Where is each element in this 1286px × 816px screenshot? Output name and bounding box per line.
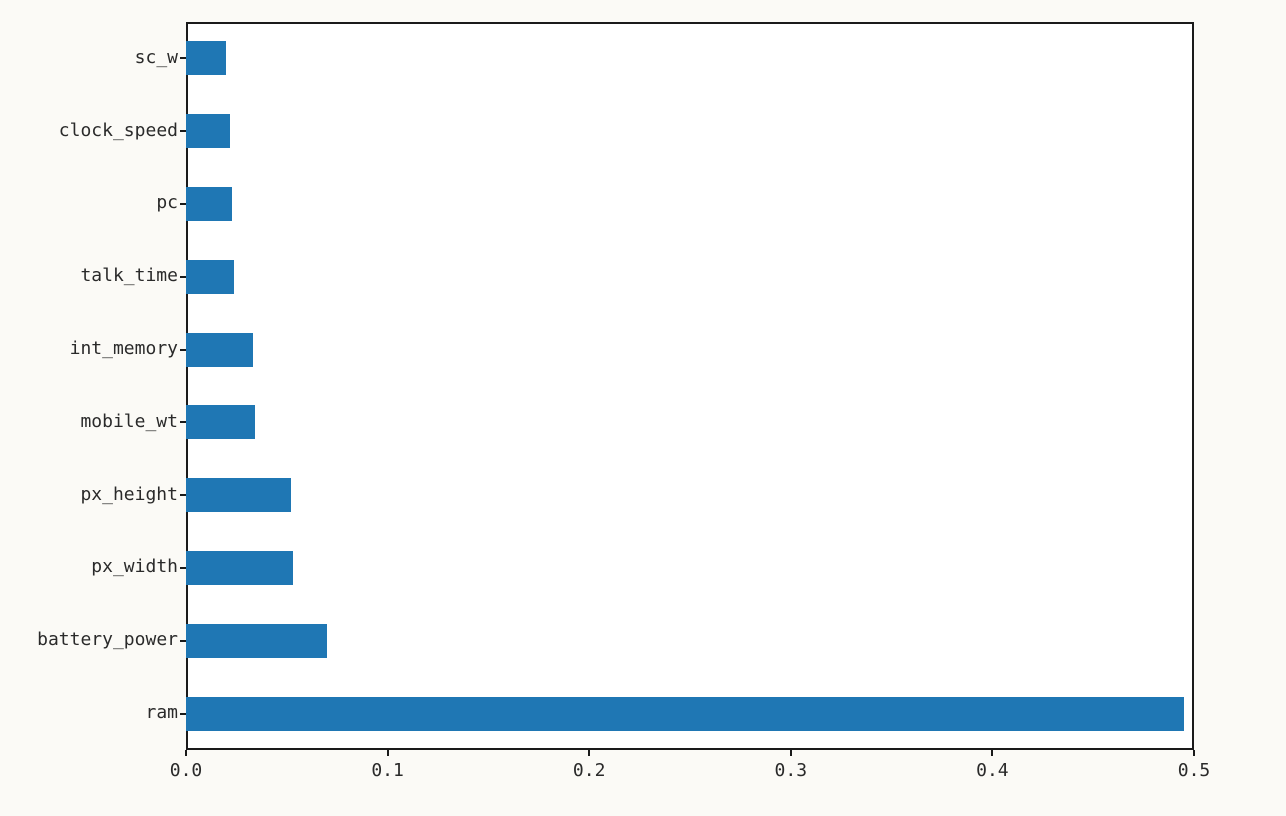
bar — [186, 478, 291, 512]
bar — [186, 697, 1184, 731]
y-tick-label: int_memory — [70, 338, 178, 359]
x-tick-label: 0.5 — [1178, 760, 1211, 781]
y-tick-label: sc_w — [135, 47, 178, 68]
y-tick-mark — [180, 57, 186, 59]
chart-stage: sc_w clock_speedpc talk_time int_memorymobi… — [0, 0, 1286, 816]
x-tick-mark — [588, 750, 590, 756]
x-tick-label: 0.1 — [371, 760, 404, 781]
y-tick-label: px_width — [91, 556, 178, 577]
x-tick-mark — [185, 750, 187, 756]
x-tick-label: 0.4 — [976, 760, 1009, 781]
x-tick-mark — [387, 750, 389, 756]
y-tick-label: battery_power — [37, 629, 178, 650]
y-tick-mark — [180, 494, 186, 496]
y-tick-mark — [180, 713, 186, 715]
bar — [186, 333, 253, 367]
x-tick-mark — [1193, 750, 1195, 756]
y-tick-mark — [180, 276, 186, 278]
bar — [186, 41, 226, 75]
y-tick-label: ram — [145, 702, 178, 723]
y-tick-mark — [180, 567, 186, 569]
bar — [186, 114, 230, 148]
x-tick-label: 0.2 — [573, 760, 606, 781]
y-tick-label: mobile_wt — [80, 411, 178, 432]
x-tick-label: 0.0 — [170, 760, 203, 781]
y-tick-label: pc — [156, 192, 178, 213]
bar — [186, 551, 293, 585]
x-tick-mark — [790, 750, 792, 756]
y-tick-mark — [180, 130, 186, 132]
bar — [186, 405, 255, 439]
y-tick-label: clock_speed — [59, 120, 178, 141]
plot-area — [186, 22, 1194, 750]
y-tick-label: px_height — [80, 484, 178, 505]
y-tick-mark — [180, 203, 186, 205]
y-tick-mark — [180, 349, 186, 351]
x-tick-label: 0.3 — [775, 760, 808, 781]
bar — [186, 187, 232, 221]
bar — [186, 260, 234, 294]
x-tick-mark — [991, 750, 993, 756]
y-tick-label: talk_time — [80, 265, 178, 286]
bar — [186, 624, 327, 658]
y-tick-mark — [180, 421, 186, 423]
y-tick-mark — [180, 640, 186, 642]
